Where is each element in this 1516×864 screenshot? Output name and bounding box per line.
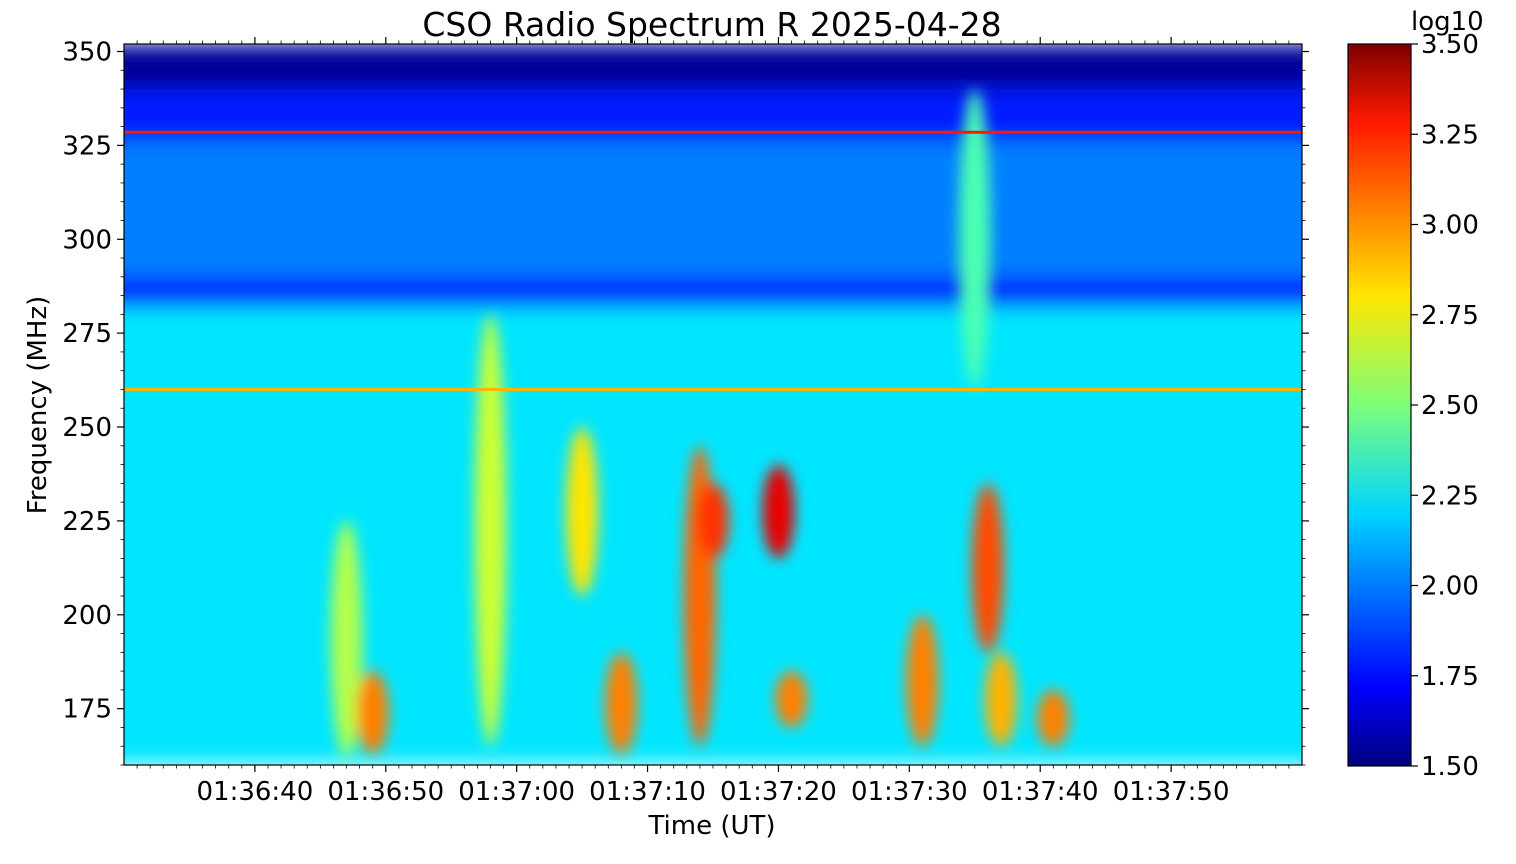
burst-feature bbox=[971, 483, 1004, 653]
colorbar-tick-label: 3.00 bbox=[1421, 211, 1479, 241]
burst-feature bbox=[697, 483, 729, 559]
x-tick-label: 01:37:00 bbox=[458, 777, 575, 807]
y-tick-label: 325 bbox=[62, 131, 112, 161]
x-tick-label: 01:36:50 bbox=[327, 777, 444, 807]
colorbar-tick-label: 1.75 bbox=[1421, 662, 1479, 692]
colorbar-tick-label: 2.75 bbox=[1421, 301, 1479, 331]
burst-feature bbox=[330, 520, 363, 758]
background-band bbox=[124, 141, 1302, 277]
colorbar-tick-label: 3.50 bbox=[1421, 30, 1479, 60]
burst-feature bbox=[906, 614, 939, 747]
x-tick-label: 01:37:50 bbox=[1113, 777, 1230, 807]
burst-feature bbox=[356, 671, 389, 754]
chart-title: CSO Radio Spectrum R 2025-04-28 bbox=[422, 5, 1001, 44]
burst-feature bbox=[605, 652, 638, 754]
background-band bbox=[124, 89, 1302, 142]
x-tick-label: 01:37:30 bbox=[851, 777, 968, 807]
y-axis: 175 200 225 250 275 300 325 350 bbox=[62, 38, 1309, 766]
y-tick-label: 250 bbox=[62, 413, 112, 443]
burst-feature bbox=[566, 427, 599, 597]
background-band bbox=[124, 276, 1302, 307]
colorbar-tick-label: 2.50 bbox=[1421, 391, 1479, 421]
colorbar-ticks: 1.50 1.75 2.00 2.25 2.50 2.75 3.00 3.25 3.50 bbox=[1411, 30, 1479, 782]
y-tick-label: 275 bbox=[62, 319, 112, 349]
x-axis-label: Time (UT) bbox=[647, 811, 775, 841]
x-axis: 01:36:40 01:36:50 01:37:00 01:37:10 01:37:20… bbox=[136, 37, 1290, 807]
y-tick-label: 200 bbox=[62, 601, 112, 631]
colorbar-tick-label: 3.25 bbox=[1421, 120, 1479, 150]
interference-line bbox=[124, 387, 1302, 391]
x-tick-label: 01:37:10 bbox=[589, 777, 706, 807]
y-tick-label: 300 bbox=[62, 225, 112, 255]
y-tick-label: 350 bbox=[62, 38, 112, 68]
burst-feature bbox=[1037, 689, 1070, 747]
burst-feature bbox=[984, 652, 1017, 747]
x-tick-label: 01:37:40 bbox=[982, 777, 1099, 807]
x-tick-label: 01:36:40 bbox=[196, 777, 313, 807]
y-axis-label: Frequency (MHz) bbox=[23, 296, 53, 515]
burst-feature bbox=[474, 314, 507, 747]
interference-line bbox=[124, 130, 1302, 134]
x-tick-label: 01:37:20 bbox=[720, 777, 837, 807]
background-band bbox=[124, 44, 1302, 90]
burst-feature bbox=[775, 671, 808, 728]
colorbar bbox=[1347, 43, 1412, 767]
colorbar-tick-label: 1.50 bbox=[1421, 752, 1479, 782]
colorbar-tick-label: 2.25 bbox=[1421, 481, 1479, 511]
burst-feature bbox=[958, 89, 991, 390]
burst-feature bbox=[762, 464, 795, 559]
y-tick-label: 225 bbox=[62, 507, 112, 537]
spectrogram-area bbox=[124, 44, 1302, 765]
y-tick-label: 175 bbox=[62, 695, 112, 725]
colorbar-label: log10 bbox=[1411, 7, 1484, 37]
colorbar-tick-label: 2.00 bbox=[1421, 572, 1479, 602]
